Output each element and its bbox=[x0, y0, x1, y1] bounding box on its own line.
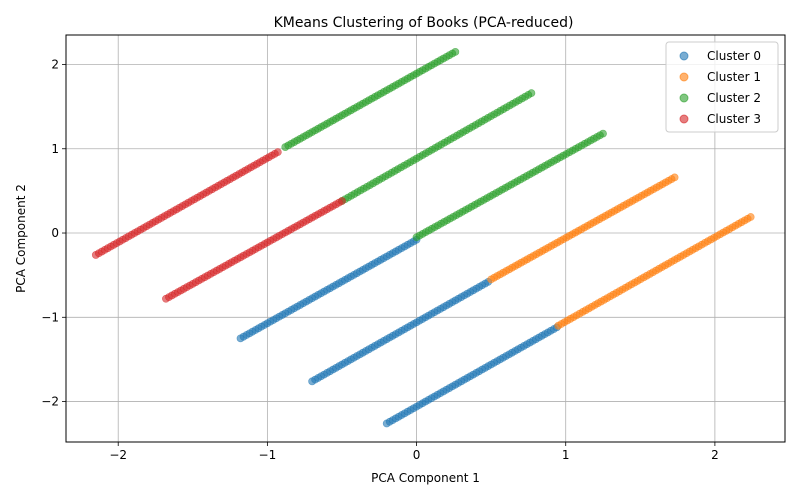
series-cluster-2 bbox=[281, 47, 607, 242]
y-tick-label: 2 bbox=[51, 57, 59, 71]
x-tick-label: −2 bbox=[109, 448, 127, 462]
x-tick-label: −1 bbox=[259, 448, 277, 462]
y-tick-label: −2 bbox=[41, 395, 59, 409]
data-point bbox=[599, 129, 607, 138]
data-point bbox=[338, 197, 346, 205]
data-points bbox=[91, 47, 755, 428]
x-tick-label: 1 bbox=[562, 448, 570, 462]
legend-marker bbox=[679, 93, 689, 103]
legend-label: Cluster 3 bbox=[707, 112, 761, 126]
data-point bbox=[527, 89, 536, 98]
x-axis-label: PCA Component 1 bbox=[371, 471, 480, 485]
y-axis-label: PCA Component 2 bbox=[14, 184, 28, 293]
series-cluster-3 bbox=[91, 148, 346, 303]
data-point bbox=[451, 47, 460, 56]
x-tick-label: 2 bbox=[711, 448, 719, 462]
legend-label: Cluster 1 bbox=[707, 70, 761, 84]
legend-label: Cluster 0 bbox=[707, 49, 761, 63]
legend-marker bbox=[679, 51, 689, 61]
x-tick-label: 0 bbox=[413, 448, 421, 462]
legend-frame bbox=[665, 41, 779, 133]
data-point bbox=[670, 173, 679, 182]
legend-marker bbox=[679, 114, 689, 124]
legend-marker bbox=[679, 72, 689, 82]
axis-ticks: −2 −1 0 1 2 −2 −1 0 1 2 bbox=[41, 57, 718, 462]
series-cluster-0 bbox=[236, 235, 561, 428]
y-tick-label: −1 bbox=[41, 310, 59, 324]
series-cluster-1 bbox=[487, 173, 755, 330]
plot-area-frame bbox=[65, 34, 786, 443]
y-tick-label: 1 bbox=[51, 142, 59, 156]
data-point bbox=[746, 213, 755, 221]
y-tick-label: 0 bbox=[51, 226, 59, 240]
data-point bbox=[273, 148, 282, 157]
legend: Cluster 0 Cluster 1 Cluster 2 Cluster 3 bbox=[665, 41, 779, 133]
chart-title: KMeans Clustering of Books (PCA-reduced) bbox=[274, 15, 574, 31]
legend-label: Cluster 2 bbox=[707, 91, 761, 105]
